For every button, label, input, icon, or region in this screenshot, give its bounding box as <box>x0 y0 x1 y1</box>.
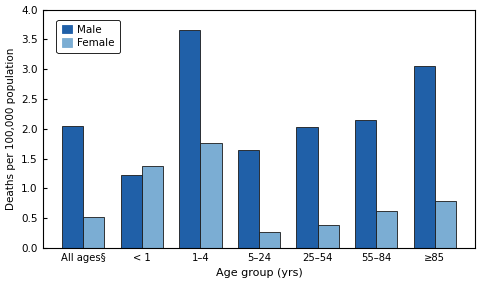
X-axis label: Age group (yrs): Age group (yrs) <box>215 268 302 278</box>
Bar <box>296 127 317 248</box>
Legend: Male, Female: Male, Female <box>56 20 120 53</box>
Bar <box>83 217 104 248</box>
Y-axis label: Deaths per 100,000 population: Deaths per 100,000 population <box>6 48 15 210</box>
Bar <box>238 150 259 248</box>
Bar <box>375 211 396 248</box>
Bar <box>120 175 142 248</box>
Bar <box>259 232 279 248</box>
Bar <box>317 225 338 248</box>
Bar <box>62 126 83 248</box>
Bar <box>200 143 221 248</box>
Bar <box>179 30 200 248</box>
Bar <box>413 66 434 248</box>
Bar <box>354 120 375 248</box>
Bar <box>434 201 455 248</box>
Bar <box>142 166 163 248</box>
